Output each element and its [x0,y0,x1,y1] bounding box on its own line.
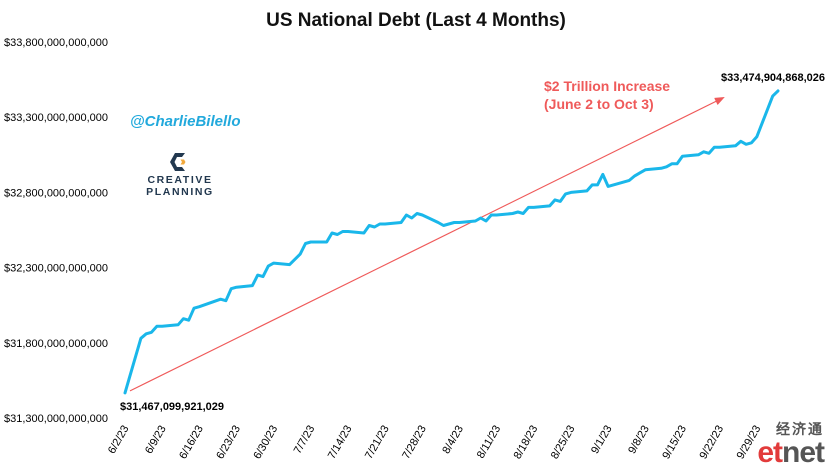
x-tick-label: 6/2/23 [106,424,132,456]
watermark-chinese-text: 经济通 [776,421,824,437]
y-tick-label: $32,300,000,000,000 [4,263,108,275]
x-tick-label: 6/23/23 [214,424,243,462]
x-tick-label: 6/9/23 [143,424,169,456]
start-value-label: $31,467,099,921,029 [120,401,224,413]
x-tick-label: 6/30/23 [252,424,281,462]
y-tick-label: $33,800,000,000,000 [4,37,108,49]
x-tick-label: 9/15/23 [660,424,689,462]
logo-text-line-1: CREATIVE [147,174,213,186]
increase-label-line-1: $2 Trillion Increase [544,78,670,94]
y-tick-label: $31,300,000,000,000 [4,413,108,425]
x-tick-label: 8/25/23 [549,424,578,462]
creative-planning-logo: CREATIVE PLANNING [140,150,220,198]
y-axis-tick-labels: $31,300,000,000,000 $31,800,000,000,000 $3… [4,37,108,425]
x-tick-label: 7/14/23 [326,424,355,462]
creative-planning-logo-icon [170,153,186,171]
x-tick-label: 9/1/23 [589,424,615,456]
watermark-logo-text: etnet [757,436,825,469]
x-tick-label: 8/4/23 [440,424,466,456]
x-tick-label: 9/22/23 [697,424,726,462]
end-value-label: $33,474,904,868,026 [721,72,825,84]
author-handle: @CharlieBilello [130,113,241,130]
x-tick-label: 7/28/23 [400,424,429,462]
x-tick-label: 8/11/23 [475,423,503,460]
x-tick-label: 9/8/23 [626,424,652,456]
x-tick-label: 6/16/23 [177,424,206,462]
y-tick-label: $33,300,000,000,000 [4,112,108,124]
watermark-prefix: et [757,436,783,469]
increase-label-line-2: (June 2 to Oct 3) [544,96,654,112]
x-tick-label: 7/21/23 [363,424,392,462]
chart-title: US National Debt (Last 4 Months) [266,10,566,31]
increase-arrow [129,97,725,392]
x-tick-label: 7/7/23 [292,424,318,456]
watermark-suffix: net [782,436,825,469]
y-tick-label: $31,800,000,000,000 [4,338,108,350]
logo-text-line-2: PLANNING [146,186,214,198]
etnet-watermark: 经济通 etnet [757,419,825,469]
debt-series-line [123,89,780,395]
x-axis-tick-labels: 6/2/23 6/9/23 6/16/23 6/23/23 6/30/23 7/7/23 7… [106,423,763,461]
y-tick-label: $32,800,000,000,000 [4,187,108,199]
x-tick-label: 8/18/23 [512,424,541,462]
